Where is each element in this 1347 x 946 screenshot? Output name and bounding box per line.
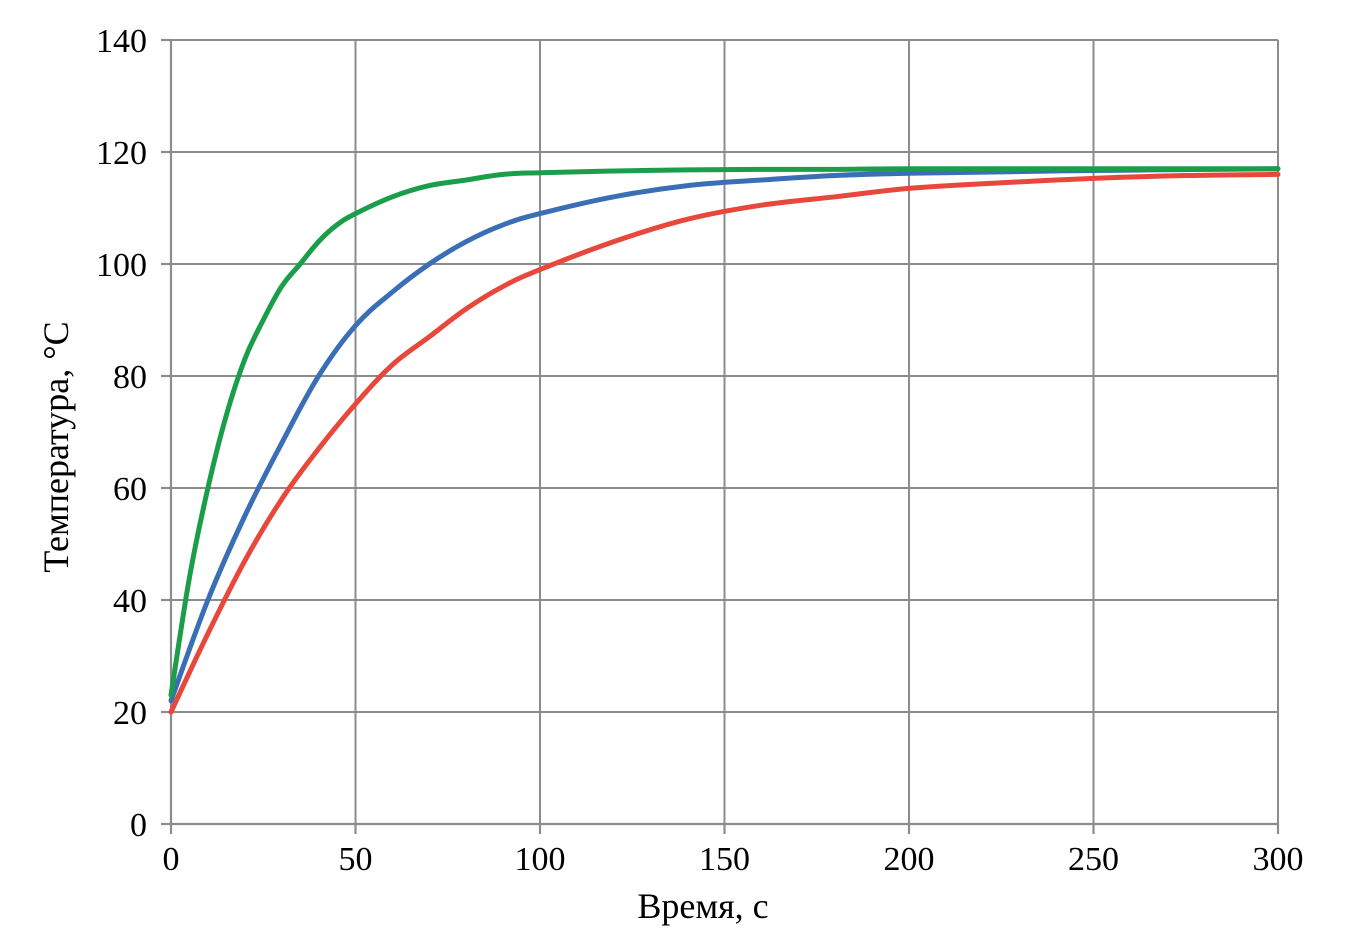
x-tick-label: 50 bbox=[339, 841, 373, 878]
series-line-1 bbox=[168, 166, 1281, 698]
series-line-3 bbox=[168, 171, 1281, 715]
x-tick-label: 250 bbox=[1068, 841, 1119, 878]
series-layer bbox=[168, 166, 1281, 715]
x-tick-label: 300 bbox=[1253, 841, 1304, 878]
y-tick-label: 80 bbox=[113, 359, 147, 396]
x-axis-title: Время, с bbox=[637, 886, 768, 926]
y-tick-label: 40 bbox=[113, 583, 147, 620]
series-line-2 bbox=[168, 166, 1281, 704]
label-layer: 0 20 40 60 80 100 120 140 0 50 100 150 200 250 300 bbox=[96, 23, 1304, 878]
y-tick-label: 0 bbox=[130, 807, 147, 844]
y-tick-label: 60 bbox=[113, 471, 147, 508]
x-tick-label: 100 bbox=[515, 841, 566, 878]
y-tick-label: 20 bbox=[113, 695, 147, 732]
y-tick-label: 120 bbox=[96, 135, 147, 172]
y-tick-label: 100 bbox=[96, 247, 147, 284]
x-tick-label: 150 bbox=[699, 841, 750, 878]
x-tick-label: 0 bbox=[163, 841, 180, 878]
grid-layer bbox=[170, 39, 1279, 825]
y-axis-title: Температура, °C bbox=[36, 321, 76, 572]
x-tick-label: 200 bbox=[884, 841, 935, 878]
y-tick-label: 140 bbox=[96, 23, 147, 60]
